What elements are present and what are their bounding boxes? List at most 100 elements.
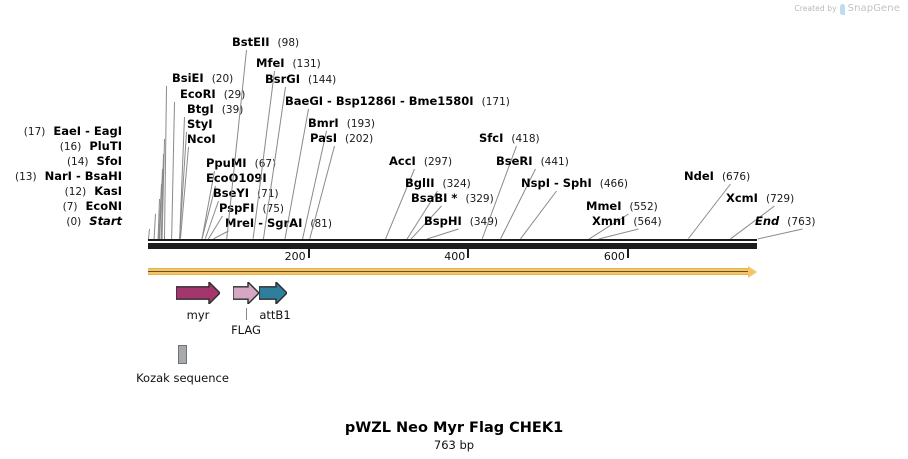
enzyme-name-separator: - [81,124,94,138]
orf-arrow-body[interactable] [148,268,749,275]
enzyme-name: BtgI [187,102,214,116]
enzyme-label-pspfi[interactable]: PspFI (75) [219,202,284,215]
enzyme-label-mrei[interactable]: MreI - SgrAI (81) [225,216,332,230]
enzyme-label-bsphi[interactable]: BspHI (349) [424,215,498,228]
enzyme-position: (763) [787,216,816,228]
enzyme-label-sfoi[interactable]: (14) SfoI [67,154,122,168]
enzyme-name: Bsp1286I [335,94,396,108]
enzyme-label-mfei[interactable]: MfeI (131) [256,57,321,70]
enzyme-leader-line [171,101,175,239]
enzyme-position: (17) [23,126,46,138]
enzyme-name: StyI [187,117,213,131]
enzyme-position: (441) [540,156,569,168]
enzyme-name: SfoI [96,154,122,168]
enzyme-label-kasi[interactable]: (12) KasI [65,185,122,198]
enzyme-position: (552) [629,201,658,213]
feature-label-attb1: attB1 [259,308,291,322]
enzyme-position: (20) [211,73,234,85]
enzyme-position: (729) [765,193,795,205]
enzyme-label-econi[interactable]: (7) EcoNI [62,199,122,213]
enzyme-label-bsiei[interactable]: BsiEI (20) [172,71,234,85]
enzyme-name: End [755,214,780,228]
enzyme-name: BsiEI [172,71,204,85]
ruler-tick-label: 200 [284,250,306,263]
enzyme-label-xmni[interactable]: XmnI (564) [592,214,662,228]
enzyme-label-bmri[interactable]: BmrI (193) [308,117,375,130]
enzyme-name-separator: - [395,94,409,108]
enzyme-position: (7) [62,201,78,213]
enzyme-position: (0) [66,216,82,228]
enzyme-name: SgrAI [266,216,303,230]
enzyme-position: (349) [469,216,498,228]
enzyme-position: (16) [59,141,82,153]
enzyme-name-separator: - [254,216,267,230]
enzyme-position: (131) [292,58,321,70]
enzyme-star-marker: * [447,191,458,205]
feature-label-flag: FLAG [231,323,261,337]
enzyme-name: BstEII [232,35,270,49]
feature-box-kozak-sequence[interactable] [178,345,187,364]
enzyme-name: EaeI [53,124,82,138]
enzyme-name: EcoNI [85,199,122,213]
enzyme-name: BsaHI [84,169,122,183]
enzyme-name-separator: - [323,94,336,108]
enzyme-position: (39) [221,104,244,116]
backbone-line-thin [148,239,757,241]
enzyme-label-nari[interactable]: (13) NarI - BsaHI [15,169,122,183]
ruler-tick [307,249,310,258]
enzyme-label-start[interactable]: (0) Start [66,215,122,228]
feature-arrow-flag[interactable] [233,282,259,304]
enzyme-label-btgi[interactable]: BtgI (39) [187,102,244,116]
enzyme-label-pluti[interactable]: (16) PluTI [59,140,122,153]
plasmid-length: 763 bp [433,438,475,452]
watermark-brand: SnapGene [847,3,900,14]
enzyme-name: BaeGI [285,94,324,108]
snapgene-watermark: Created by SnapGene [794,3,900,15]
enzyme-label-ppumi[interactable]: PpuMI (67) [206,157,276,170]
enzyme-position: (466) [599,178,628,190]
enzyme-position: (13) [15,171,37,183]
enzyme-name: NdeI [684,169,714,183]
ruler-tick-label: 400 [444,250,466,263]
enzyme-leader-line [598,228,639,240]
feature-arrow-attb1[interactable] [259,282,287,304]
enzyme-label-end[interactable]: End (763) [755,214,816,228]
enzyme-label-acci[interactable]: AccI (297) [389,155,452,168]
enzyme-name: EcoRI [180,87,216,101]
enzyme-leader-line [153,213,156,240]
enzyme-label-styi[interactable]: StyI [187,117,213,131]
enzyme-label-sfci[interactable]: SfcI (418) [479,132,540,145]
orf-arrow-head-icon [748,265,757,278]
enzyme-label-pasi[interactable]: PasI (202) [310,131,374,145]
enzyme-label-bsabi[interactable]: BsaBI * (329) [411,191,494,205]
enzyme-name: NspI [521,176,550,190]
enzyme-position: (202) [345,133,374,145]
enzyme-name: SphI [562,176,592,190]
feature-label-kozak-sequence: Kozak sequence [136,371,229,385]
enzyme-label-bsrgi[interactable]: BsrGI (144) [265,73,336,86]
enzyme-name: BsaBI [411,191,448,205]
enzyme-name: BglII [405,176,435,190]
enzyme-label-nspi[interactable]: NspI - SphI (466) [521,176,628,190]
enzyme-label-mmei[interactable]: MmeI (552) [586,199,658,213]
enzyme-label-eaei[interactable]: (17) EaeI - EagI [23,124,122,138]
snapgene-logo-icon [839,4,845,15]
enzyme-label-ecoo109i[interactable]: EcoO109I [206,172,267,185]
feature-arrow-myr[interactable] [176,282,220,304]
enzyme-name: PasI [310,131,338,145]
enzyme-name: NcoI [187,132,216,146]
enzyme-label-ecori[interactable]: EcoRI (29) [180,87,245,101]
enzyme-label-bseri[interactable]: BseRI (441) [496,155,569,168]
enzyme-name: MmeI [586,199,622,213]
enzyme-name: XmnI [592,214,626,228]
enzyme-label-baegi[interactable]: BaeGI - Bsp1286I - Bme1580I (171) [285,94,510,108]
enzyme-label-bglii[interactable]: BglII (324) [405,176,471,190]
enzyme-label-ndei[interactable]: NdeI (676) [684,169,750,183]
page-title: pWZL Neo Myr Flag CHEK1 [344,420,564,436]
enzyme-name: Bme1580I [408,94,474,108]
enzyme-label-ncoi[interactable]: NcoI [187,132,216,146]
enzyme-label-xcmi[interactable]: XcmI (729) [726,192,795,205]
enzyme-name: MreI [225,216,255,230]
enzyme-label-bsteii[interactable]: BstEII (98) [232,35,299,49]
enzyme-leader-line [757,228,803,240]
